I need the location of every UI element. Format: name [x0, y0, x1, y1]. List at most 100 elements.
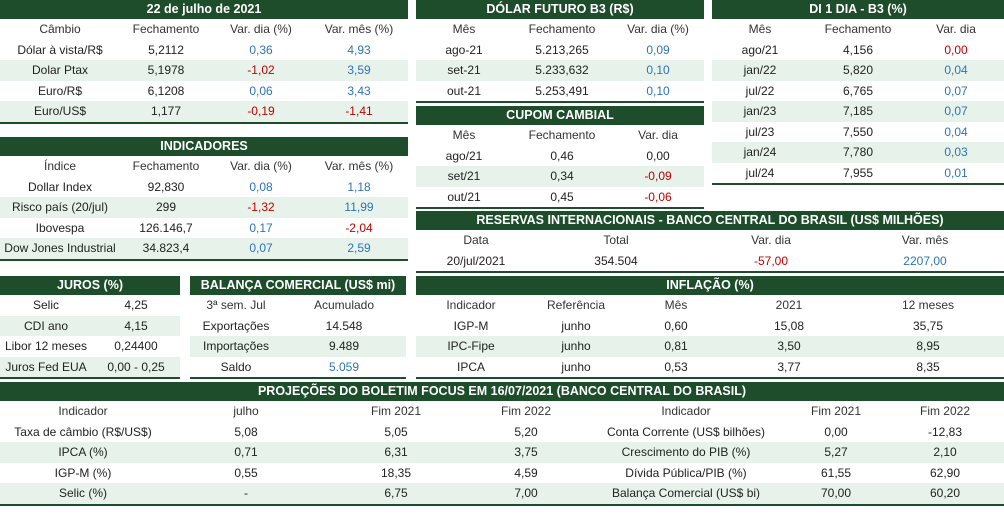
cell-value: 6,1208 [147, 83, 185, 98]
cell-value: 7,780 [842, 145, 874, 159]
cell-value: 0,03 [944, 145, 968, 159]
column-header: Fim 2021 [370, 404, 422, 418]
cell-value: 0,34 [550, 169, 574, 183]
cell-value: -0,06 [644, 189, 672, 204]
panel-dolar: DÓLAR FUTURO B3 (R$) Mês Fechamento Var. di… [416, 0, 704, 103]
panel-cupom: CUPOM CAMBIAL Mês Fechamento Var. dia ago/21… [416, 106, 704, 209]
column-header: Índice [43, 159, 77, 173]
header-row: Índice Fechamento Var. dia (%) Var. mês (%) [0, 156, 408, 177]
cell-value: -0,09 [644, 169, 672, 183]
panel-juros: JUROS (%) Selic 4,25 CDI ano 4,15 Libor 12 me… [0, 276, 180, 379]
data-row: set/21 0,34 -0,09 [416, 166, 704, 187]
cell-value: 5,08 [234, 424, 258, 439]
panel-di: DI 1 DIA - B3 (%) Mês Fechamento Var. dia ag… [712, 0, 1004, 185]
cell-value: 7,00 [514, 486, 538, 500]
cell-value: 15,08 [773, 318, 805, 333]
cell-value: 0,24400 [114, 339, 158, 353]
header-row: Mês Fechamento Var. dia (%) [416, 19, 704, 40]
data-row: Exportações 14.548 [190, 316, 406, 337]
column-header: Fechamento [132, 159, 200, 173]
row-label: Exportações [202, 318, 270, 333]
cell-value: 8,35 [916, 359, 940, 374]
header-row: Mês Fechamento Var. dia [712, 19, 1004, 40]
cell-value: 6,765 [842, 83, 874, 98]
cell-value: 18,35 [380, 465, 412, 480]
data-row: ago-21 5.213,265 0,09 [416, 40, 704, 61]
cell-value: 0,04 [944, 124, 968, 139]
row-label: Saldo [220, 359, 252, 374]
cell-value: 1,177 [150, 104, 182, 118]
panel-indicadores: INDICADORES Índice Fechamento Var. dia (%) V… [0, 137, 408, 261]
cell-value: 0,55 [234, 465, 258, 480]
row-label: Taxa de câmbio (R$/US$) [14, 424, 152, 439]
cell-value: 5.213,265 [535, 42, 589, 57]
column-header: Fim 2022 [919, 404, 971, 418]
column-header: Mês [452, 22, 476, 36]
row-label: IPCA (%) [58, 445, 108, 459]
data-row: Selic 4,25 [0, 295, 180, 316]
cell-value: Dívida Pública/PIB (%) [625, 465, 747, 480]
header-row: Indicador julho Fim 2021 Fim 2022 Indicador F… [0, 401, 1004, 422]
panel-title: JUROS (%) [0, 276, 180, 295]
row-label: jul/22 [745, 83, 775, 98]
column-header: Var. mês (%) [324, 159, 394, 173]
row-label: jan/22 [743, 63, 777, 77]
row-label: Dollar Index [27, 179, 93, 194]
data-row: IGP-M junho 0,60 15,08 35,75 [416, 316, 1004, 337]
column-header: Fechamento [528, 22, 596, 36]
row-label: IGP-M [453, 318, 489, 333]
row-label: ago/21 [741, 42, 779, 57]
panel-title: 22 de julho de 2021 [0, 0, 408, 19]
column-header: Câmbio [39, 22, 81, 36]
column-header: Mês [452, 128, 476, 142]
cell-value: 34.823,4 [142, 241, 190, 255]
panel-title: INFLAÇÃO (%) [416, 276, 1004, 295]
cell-value: 0,00 [824, 424, 848, 439]
column-header: Acumulado [313, 298, 375, 312]
cell-value: 5,20 [514, 424, 538, 439]
panel-title: DÓLAR FUTURO B3 (R$) [416, 0, 704, 19]
column-header: Fim 2022 [500, 404, 552, 418]
column-header: Indicador [58, 404, 108, 418]
row-label: Dow Jones Industrial [4, 241, 116, 255]
cell-value: 0,45 [550, 189, 574, 204]
cell-value: 0,01 [944, 165, 968, 180]
cell-value: -1,41 [345, 104, 373, 118]
cell-value: 2,59 [347, 241, 371, 255]
cell-value: 5,2112 [148, 42, 184, 57]
data-row: CDI ano 4,15 [0, 315, 180, 336]
row-label: jul/24 [745, 165, 775, 180]
cell-value: 0,06 [249, 83, 273, 98]
cell-value: 0,53 [664, 359, 688, 374]
column-header: 2021 [775, 298, 803, 312]
cell-value: 0,60 [664, 318, 688, 333]
cell-value: 0,08 [249, 179, 273, 194]
data-row: Euro/US$ 1,177 -0,19 -1,41 [0, 101, 408, 122]
row-label: Euro/R$ [37, 83, 83, 98]
cell-value: 0,17 [249, 220, 273, 235]
cell-value: 8,95 [916, 339, 940, 353]
data-row: IPCA junho 0,53 3,77 8,35 [416, 357, 1004, 378]
column-header: Var. dia [751, 233, 791, 247]
row-label: Risco país (20/jul) [11, 200, 109, 214]
cell-value: -2,04 [345, 220, 373, 235]
cell-value: 299 [155, 200, 177, 214]
data-row: ago/21 0,46 0,00 [416, 146, 704, 167]
data-row: Importações 9.489 [190, 336, 406, 357]
cell-value: -0,19 [247, 104, 275, 118]
column-header: 3ª sem. Jul [206, 298, 266, 312]
data-row: IPC-Fipe junho 0,81 3,50 8,95 [416, 336, 1004, 357]
cell-value: 5.253,491 [535, 83, 589, 98]
data-row: Juros Fed EUA 0,00 - 0,25 [0, 356, 180, 377]
cell-value: Crescimento do PIB (%) [621, 445, 751, 459]
cell-value: junho [561, 339, 591, 353]
cell-value: 60,20 [929, 486, 961, 500]
column-header: Var. dia (%) [627, 22, 689, 36]
cell-value: 0,10 [646, 83, 670, 98]
row-label: Ibovespa [35, 220, 85, 235]
cell-value: 5,05 [384, 424, 408, 439]
row-label: Dolar Ptax [31, 63, 89, 77]
cell-value: 70,00 [820, 486, 852, 500]
row-label: IPC-Fipe [447, 339, 495, 353]
